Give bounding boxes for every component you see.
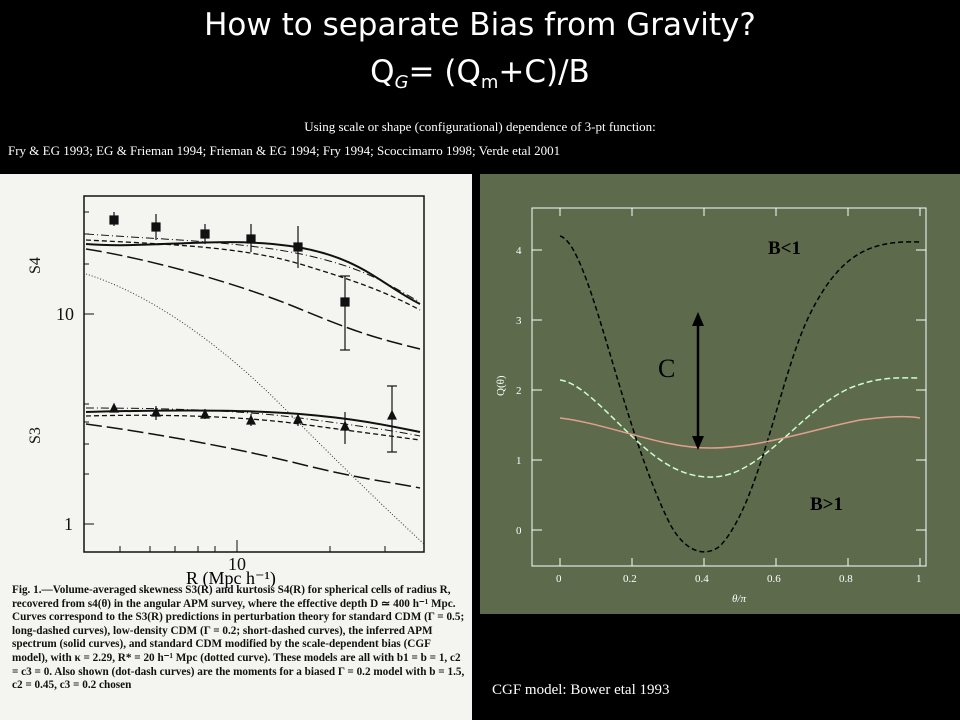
b-greater-than-one-label: B>1 [810,494,843,515]
q-theta-plot: 0 0.2 0.4 0.6 0.8 1 0 1 2 3 4 Q(θ) θ/π [495,207,927,605]
y-tick-1: 1 [64,514,73,534]
s4-dotted-curve [85,273,425,545]
references-line: Fry & EG 1993; EG & Frieman 1994; Friema… [8,143,561,158]
x-tick-10: 10 [228,554,246,574]
s4-long-dash-curve [85,248,421,350]
s3-dot-dash-curve [85,407,421,437]
x-axis-label: R (Mpc h⁻¹) [186,568,276,588]
svg-text:0.6: 0.6 [767,573,781,585]
svg-text:0: 0 [556,573,562,585]
s4-axis-label: S4 [27,257,44,274]
svg-text:3: 3 [516,315,522,327]
svg-text:4: 4 [516,245,522,257]
q-theta-figure: 0 0.2 0.4 0.6 0.8 1 0 1 2 3 4 Q(θ) θ/π B… [480,174,960,614]
svg-text:0.4: 0.4 [695,573,709,585]
svg-text:0.8: 0.8 [839,573,853,585]
model-credit: CGF model: Bower etal 1993 [492,682,670,698]
black-dashed-curve [559,235,921,553]
svg-text:1: 1 [516,455,522,467]
s3-long-dash-curve [85,423,421,489]
c-label: C [658,354,676,383]
formula-title: QG= (Qm+C)/B [370,54,590,93]
svg-text:0.2: 0.2 [623,573,637,585]
s3-axis-label: S3 [27,427,44,444]
s4-data-points [109,212,350,351]
q-plot-ticks [532,208,926,566]
s3-solid-curve [85,409,421,433]
b-less-than-one-label: B<1 [768,238,801,259]
pink-solid-curve [559,415,921,449]
q-x-axis-label: θ/π [732,593,746,605]
s4-short-dash-curve [85,239,421,311]
q-tick-labels: 0 0.2 0.4 0.6 0.8 1 0 1 2 3 4 [516,245,922,585]
method-subtitle: Using scale or shape (configurational) d… [304,119,656,134]
green-dashed-curve [559,377,921,478]
c-arrow [692,312,704,450]
q-plot-frame [531,207,927,567]
svg-text:0: 0 [516,525,522,537]
svg-text:1: 1 [916,573,922,585]
figure-caption: Fig. 1.—Volume-averaged skewness S3(R) a… [12,584,465,692]
moments-plot: S4 S3 10 1 10 [27,195,425,574]
paper-figure: S4 S3 10 1 10 R (Mpc h⁻¹) [0,174,472,720]
s3-data-points [109,385,397,453]
svg-text:2: 2 [516,385,522,397]
plot-frame [83,195,425,553]
q-y-axis-label: Q(θ) [495,375,507,396]
slide-title: How to separate Bias from Gravity? [204,7,756,43]
y-tick-10: 10 [56,304,74,324]
